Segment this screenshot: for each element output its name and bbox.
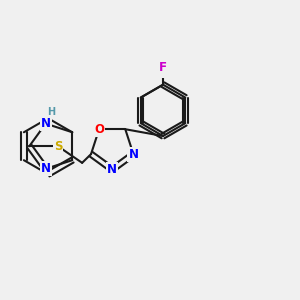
Text: O: O (94, 123, 104, 136)
Text: N: N (107, 163, 117, 176)
Text: N: N (128, 148, 138, 160)
Text: S: S (54, 140, 62, 153)
Text: N: N (41, 117, 51, 130)
Text: N: N (41, 162, 51, 175)
Text: H: H (47, 106, 55, 116)
Text: F: F (159, 61, 167, 74)
